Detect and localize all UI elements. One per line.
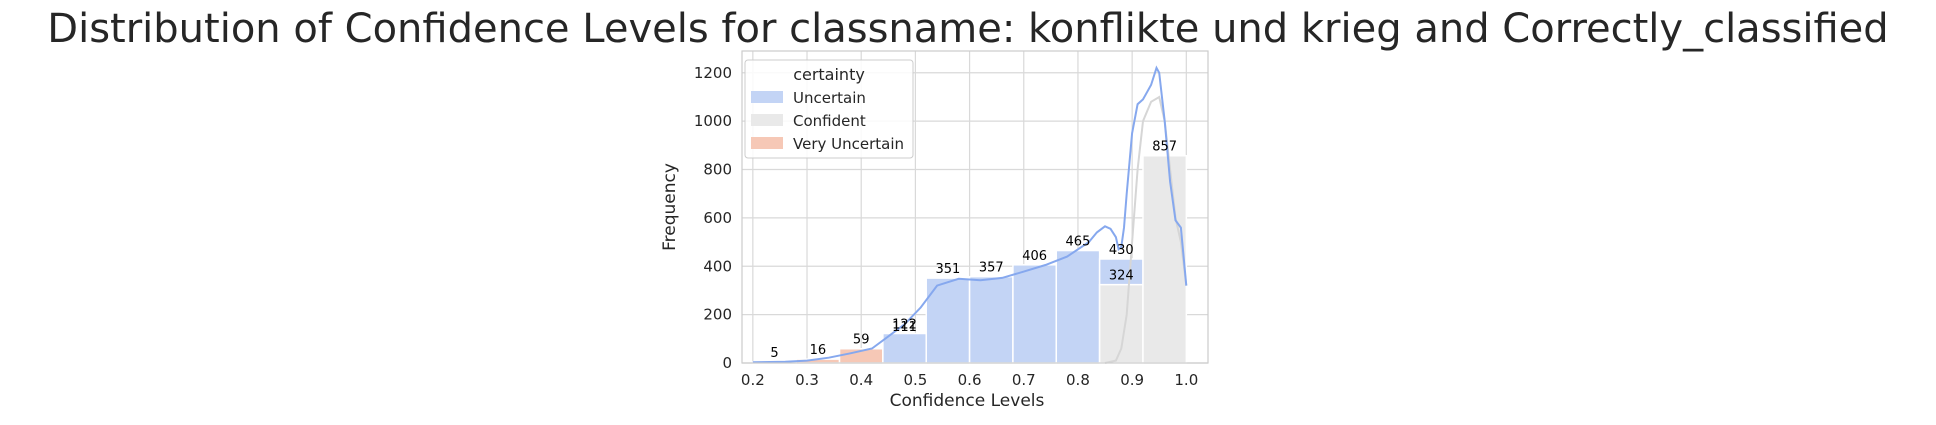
bar-value-label: 351: [935, 262, 960, 277]
x-tick-label: 0.6: [958, 371, 982, 389]
bar-confident: [1098, 283, 1144, 364]
x-tick-label: 0.4: [849, 371, 873, 389]
bar-value-label: 857: [1152, 140, 1177, 155]
grid: [742, 51, 1208, 364]
kde-curves: [752, 65, 1188, 364]
x-tick-label: 1.0: [1174, 371, 1198, 389]
legend-swatch-very-uncertain: [751, 137, 783, 149]
legend-label-very-uncertain: Very Uncertain: [793, 135, 904, 153]
y-tick-label: 600: [703, 209, 732, 227]
y-tick-label: 1000: [694, 112, 732, 130]
bars: [752, 154, 1188, 364]
bar-uncertain: [925, 277, 971, 364]
bar-uncertain: [1055, 249, 1101, 364]
y-axis-label: Frequency: [660, 163, 680, 251]
x-tick-label: 0.3: [795, 371, 819, 389]
x-tick-label: 0.9: [1120, 371, 1144, 389]
x-tick-label: 0.5: [903, 371, 927, 389]
bar-uncertain: [1012, 264, 1058, 364]
bar-value-label: 357: [979, 261, 1004, 276]
legend-swatch-confident: [751, 114, 783, 126]
bar-value-label: 406: [1022, 249, 1047, 264]
y-tick-label: 800: [703, 161, 732, 179]
bar-value-label: 59: [853, 333, 870, 348]
legend-swatch-uncertain: [751, 91, 783, 103]
legend-label-uncertain: Uncertain: [793, 89, 866, 107]
x-tick-label: 0.8: [1066, 371, 1090, 389]
x-tick-label: 0.7: [1012, 371, 1036, 389]
chart-title: Distribution of Confidence Levels for cl…: [47, 6, 1888, 52]
bar-value-label: 465: [1066, 235, 1091, 250]
legend-box: [744, 59, 914, 159]
y-tick-label: 0: [722, 354, 732, 372]
bar-value-label: 111: [892, 320, 917, 335]
legend-label-confident: Confident: [793, 112, 866, 130]
legend: certainty Uncertain Confident Very Uncer…: [744, 59, 914, 159]
bar-value-label: 430: [1109, 243, 1134, 258]
x-axis-label: Confidence Levels: [890, 391, 1045, 411]
x-tick-label: 0.2: [741, 371, 765, 389]
kde-line-uncertain: [752, 65, 1188, 364]
y-tick-label: 1200: [694, 64, 732, 82]
bar-uncertain: [882, 332, 927, 364]
bar-value-label: 16: [810, 343, 827, 358]
plot-frame: [741, 50, 1209, 364]
bar-value-label: 324: [1109, 269, 1134, 284]
x-axis-ticks: 0.2 0.3 0.4 0.5 0.6 0.7 0.8 0.9 1.0: [741, 371, 1198, 389]
legend-title: certainty: [793, 65, 865, 84]
bar-value-label: 122: [892, 317, 917, 332]
bar-uncertain: [968, 275, 1014, 364]
y-tick-label: 200: [703, 306, 732, 324]
bar-value-label: 5: [770, 346, 778, 361]
y-tick-label: 400: [703, 257, 732, 275]
bar-confident: [1142, 154, 1188, 364]
y-axis-ticks: 0 200 400 600 800 1000 1200: [694, 64, 732, 372]
